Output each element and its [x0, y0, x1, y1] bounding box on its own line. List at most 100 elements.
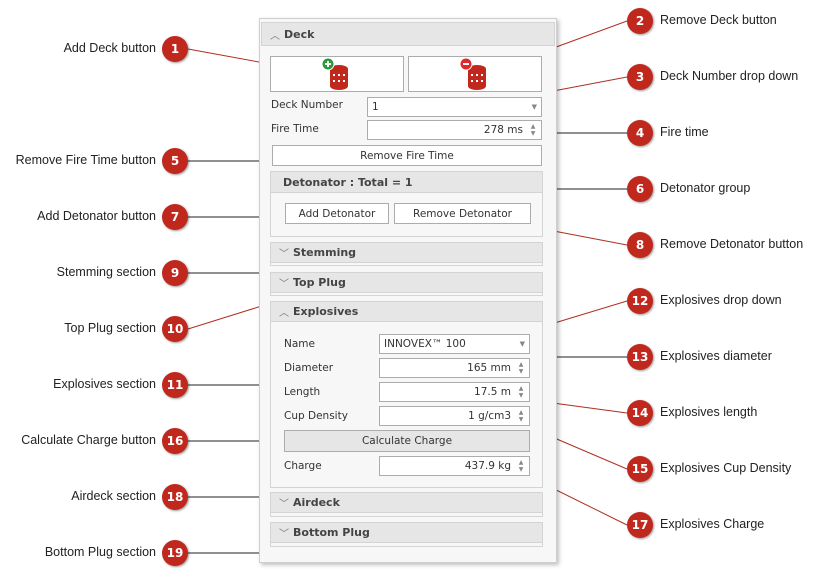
callout-badge: 3	[627, 64, 653, 90]
remove-deck-icon	[459, 57, 486, 90]
explosives-title: Explosives	[293, 305, 359, 318]
spinner-icon[interactable]: ▲ ▼	[530, 123, 536, 137]
callout-badge: 8	[627, 232, 653, 258]
charge-value: 437.9 kg	[464, 460, 511, 472]
fire-time-input[interactable]: 278 ms ▲ ▼	[367, 120, 542, 140]
callout-label: Remove Fire Time button	[15, 153, 156, 167]
stemming-title: Stemming	[293, 246, 357, 259]
callout-label: Top Plug section	[64, 321, 156, 335]
diameter-input[interactable]: 165 mm ▲ ▼	[379, 358, 530, 378]
chevron-down-icon: ﹀	[279, 499, 289, 510]
button-label: Calculate Charge	[361, 435, 453, 447]
callout-label: Stemming section	[56, 265, 156, 279]
bottom-plug-header[interactable]: ﹀ Bottom Plug	[270, 522, 543, 543]
callout-badge: 9	[162, 260, 188, 286]
callout-label: Explosives section	[53, 377, 156, 391]
remove-fire-time-button[interactable]: Remove Fire Time	[272, 145, 542, 166]
deck-number-value: 1	[372, 101, 379, 113]
stemming-header[interactable]: ﹀ Stemming	[270, 242, 543, 263]
callout-label: Explosives Cup Density	[660, 461, 792, 475]
callout-label: Explosives drop down	[660, 293, 782, 307]
airdeck-title: Airdeck	[293, 496, 340, 509]
explosives-header[interactable]: ︿ Explosives	[270, 301, 543, 322]
callout-badge: 11	[162, 372, 188, 398]
leader-line	[547, 76, 628, 93]
chevron-down-icon: ﹀	[279, 529, 289, 540]
calculate-charge-button[interactable]: Calculate Charge	[284, 430, 530, 452]
explosive-name-label: Name	[284, 338, 315, 350]
chevron-down-icon: ﹀	[279, 279, 289, 290]
callout-label: Add Deck button	[63, 41, 156, 55]
deck-header[interactable]: ︿ Deck	[261, 22, 555, 46]
callout-badge: 13	[627, 344, 653, 370]
callout-badge: 10	[162, 316, 188, 342]
button-label: Remove Detonator	[413, 207, 512, 220]
callout-badge: 6	[627, 176, 653, 202]
add-deck-button[interactable]	[270, 56, 404, 92]
callout-badge: 16	[162, 428, 188, 454]
add-deck-icon	[321, 57, 348, 90]
callout-label: Fire time	[660, 125, 709, 139]
length-input[interactable]: 17.5 m ▲ ▼	[379, 382, 530, 402]
leader-line	[187, 303, 269, 330]
deck-number-dropdown[interactable]: 1 ▼	[367, 97, 542, 117]
explosive-name-dropdown[interactable]: INNOVEX™ 100 ▼	[379, 334, 530, 354]
explosive-name-value: INNOVEX™ 100	[384, 338, 466, 350]
cup-density-input[interactable]: 1 g/cm3 ▲ ▼	[379, 406, 530, 426]
fire-time-value: 278 ms	[483, 124, 523, 136]
deck-title: Deck	[284, 27, 315, 41]
add-detonator-button[interactable]: Add Detonator	[285, 203, 389, 224]
length-label: Length	[284, 386, 321, 398]
callout-badge: 5	[162, 148, 188, 174]
chevron-up-icon: ︿	[270, 30, 280, 42]
callout-label: Explosives Charge	[660, 517, 765, 531]
cup-density-value: 1 g/cm3	[468, 410, 511, 422]
callout-badge: 17	[627, 512, 653, 538]
spinner-icon[interactable]: ▲ ▼	[518, 385, 524, 399]
callout-badge: 15	[627, 456, 653, 482]
length-value: 17.5 m	[474, 386, 511, 398]
callout-label: Deck Number drop down	[660, 69, 799, 83]
charge-label: Charge	[284, 460, 322, 472]
callout-badge: 14	[627, 400, 653, 426]
deck-number-label: Deck Number	[271, 99, 343, 111]
chevron-down-icon: ▼	[519, 340, 525, 348]
callout-badge: 18	[162, 484, 188, 510]
remove-detonator-button[interactable]: Remove Detonator	[394, 203, 531, 224]
callout-label: Explosives diameter	[660, 349, 772, 363]
remove-deck-button[interactable]	[408, 56, 542, 92]
callout-label: Explosives length	[660, 405, 758, 419]
detonator-header: Detonator : Total = 1	[270, 171, 543, 193]
callout-badge: 1	[162, 36, 188, 62]
chevron-down-icon: ﹀	[279, 249, 289, 260]
callout-label: Detonator group	[660, 181, 751, 195]
callout-badge: 7	[162, 204, 188, 230]
leader-line	[187, 48, 271, 65]
spinner-icon[interactable]: ▲ ▼	[518, 409, 524, 423]
button-label: Add Detonator	[298, 207, 376, 220]
cup-density-label: Cup Density	[284, 410, 348, 422]
callout-label: Calculate Charge button	[21, 433, 156, 447]
callout-label: Remove Detonator button	[660, 237, 804, 251]
callout-label: Remove Deck button	[660, 13, 777, 27]
callout-badge: 4	[627, 120, 653, 146]
button-label: Remove Fire Time	[360, 149, 454, 162]
callout-label: Bottom Plug section	[44, 545, 156, 559]
chevron-down-icon: ▼	[531, 103, 537, 111]
callout-label: Airdeck section	[71, 489, 156, 503]
callout-label: Add Detonator button	[37, 209, 156, 223]
spinner-icon[interactable]: ▲ ▼	[518, 361, 524, 375]
fire-time-label: Fire Time	[271, 123, 319, 135]
chevron-up-icon: ︿	[279, 308, 289, 319]
callout-badge: 2	[627, 8, 653, 34]
top-plug-title: Top Plug	[293, 276, 346, 289]
callout-badge: 12	[627, 288, 653, 314]
airdeck-header[interactable]: ﹀ Airdeck	[270, 492, 543, 513]
top-plug-header[interactable]: ﹀ Top Plug	[270, 272, 543, 293]
callout-badge: 19	[162, 540, 188, 566]
detonator-title: Detonator : Total = 1	[283, 175, 413, 189]
charge-input[interactable]: 437.9 kg ▲ ▼	[379, 456, 530, 476]
leader-line	[547, 20, 628, 51]
diameter-value: 165 mm	[467, 362, 511, 374]
spinner-icon[interactable]: ▲ ▼	[518, 459, 524, 473]
